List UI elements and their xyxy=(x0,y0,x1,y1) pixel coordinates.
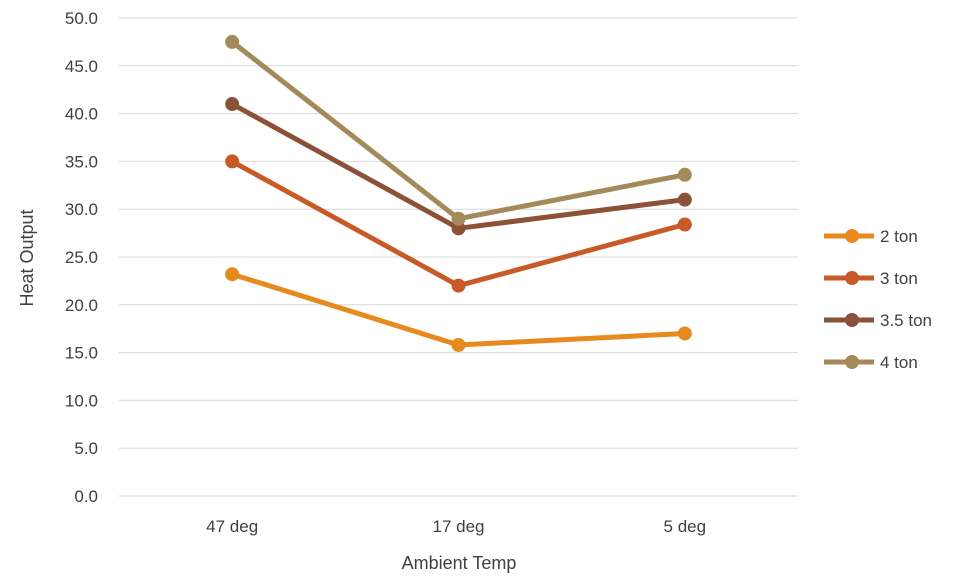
series-lines xyxy=(225,34,692,352)
legend-item: 3.5 ton xyxy=(824,311,932,330)
y-tick-label: 10.0 xyxy=(65,391,98,410)
x-tick-label: 5 deg xyxy=(664,517,707,536)
y-tick-label: 40.0 xyxy=(65,105,98,124)
legend-label: 3 ton xyxy=(880,269,918,288)
series-2-ton xyxy=(225,267,692,352)
legend-item: 4 ton xyxy=(824,353,918,372)
legend-label: 2 ton xyxy=(880,227,918,246)
series-3-ton xyxy=(225,154,692,293)
y-tick-label: 25.0 xyxy=(65,248,98,267)
legend-item: 3 ton xyxy=(824,269,918,288)
legend-swatch-marker xyxy=(845,229,859,243)
legend-label: 3.5 ton xyxy=(880,311,932,330)
data-point xyxy=(677,192,692,207)
y-tick-label: 5.0 xyxy=(74,439,98,458)
x-tick-label: 17 deg xyxy=(433,517,485,536)
x-tick-labels: 47 deg 17 deg 5 deg xyxy=(206,517,706,536)
x-axis-title: Ambient Temp xyxy=(402,553,517,573)
y-tick-label: 15.0 xyxy=(65,344,98,363)
series-line xyxy=(229,39,688,222)
legend-item: 2 ton xyxy=(824,227,918,246)
data-point xyxy=(225,267,240,282)
data-point xyxy=(451,278,466,293)
legend-swatch-marker xyxy=(845,355,859,369)
y-tick-label: 0.0 xyxy=(74,487,98,506)
y-axis-title: Heat Output xyxy=(17,209,37,306)
y-tick-label: 35.0 xyxy=(65,152,98,171)
data-point xyxy=(225,154,240,169)
series-4-ton xyxy=(225,34,692,226)
y-tick-label: 45.0 xyxy=(65,57,98,76)
y-tick-label: 30.0 xyxy=(65,200,98,219)
y-tick-label: 20.0 xyxy=(65,296,98,315)
y-tick-labels: 0.0 5.0 10.0 15.0 20.0 25.0 30.0 35.0 40.0 45.0 50… xyxy=(65,9,98,506)
x-tick-label: 47 deg xyxy=(206,517,258,536)
data-point xyxy=(451,337,466,352)
legend-swatch-marker xyxy=(845,271,859,285)
y-tick-label: 50.0 xyxy=(65,9,98,28)
data-point xyxy=(225,34,240,49)
data-point xyxy=(677,326,692,341)
legend-label: 4 ton xyxy=(880,353,918,372)
gridlines xyxy=(119,17,798,497)
legend-swatch-marker xyxy=(845,313,859,327)
data-point xyxy=(677,167,692,182)
legend: 2 ton 3 ton 3.5 ton 4 ton xyxy=(824,227,932,372)
data-point xyxy=(451,211,466,226)
data-point xyxy=(677,217,692,232)
data-point xyxy=(225,97,240,112)
